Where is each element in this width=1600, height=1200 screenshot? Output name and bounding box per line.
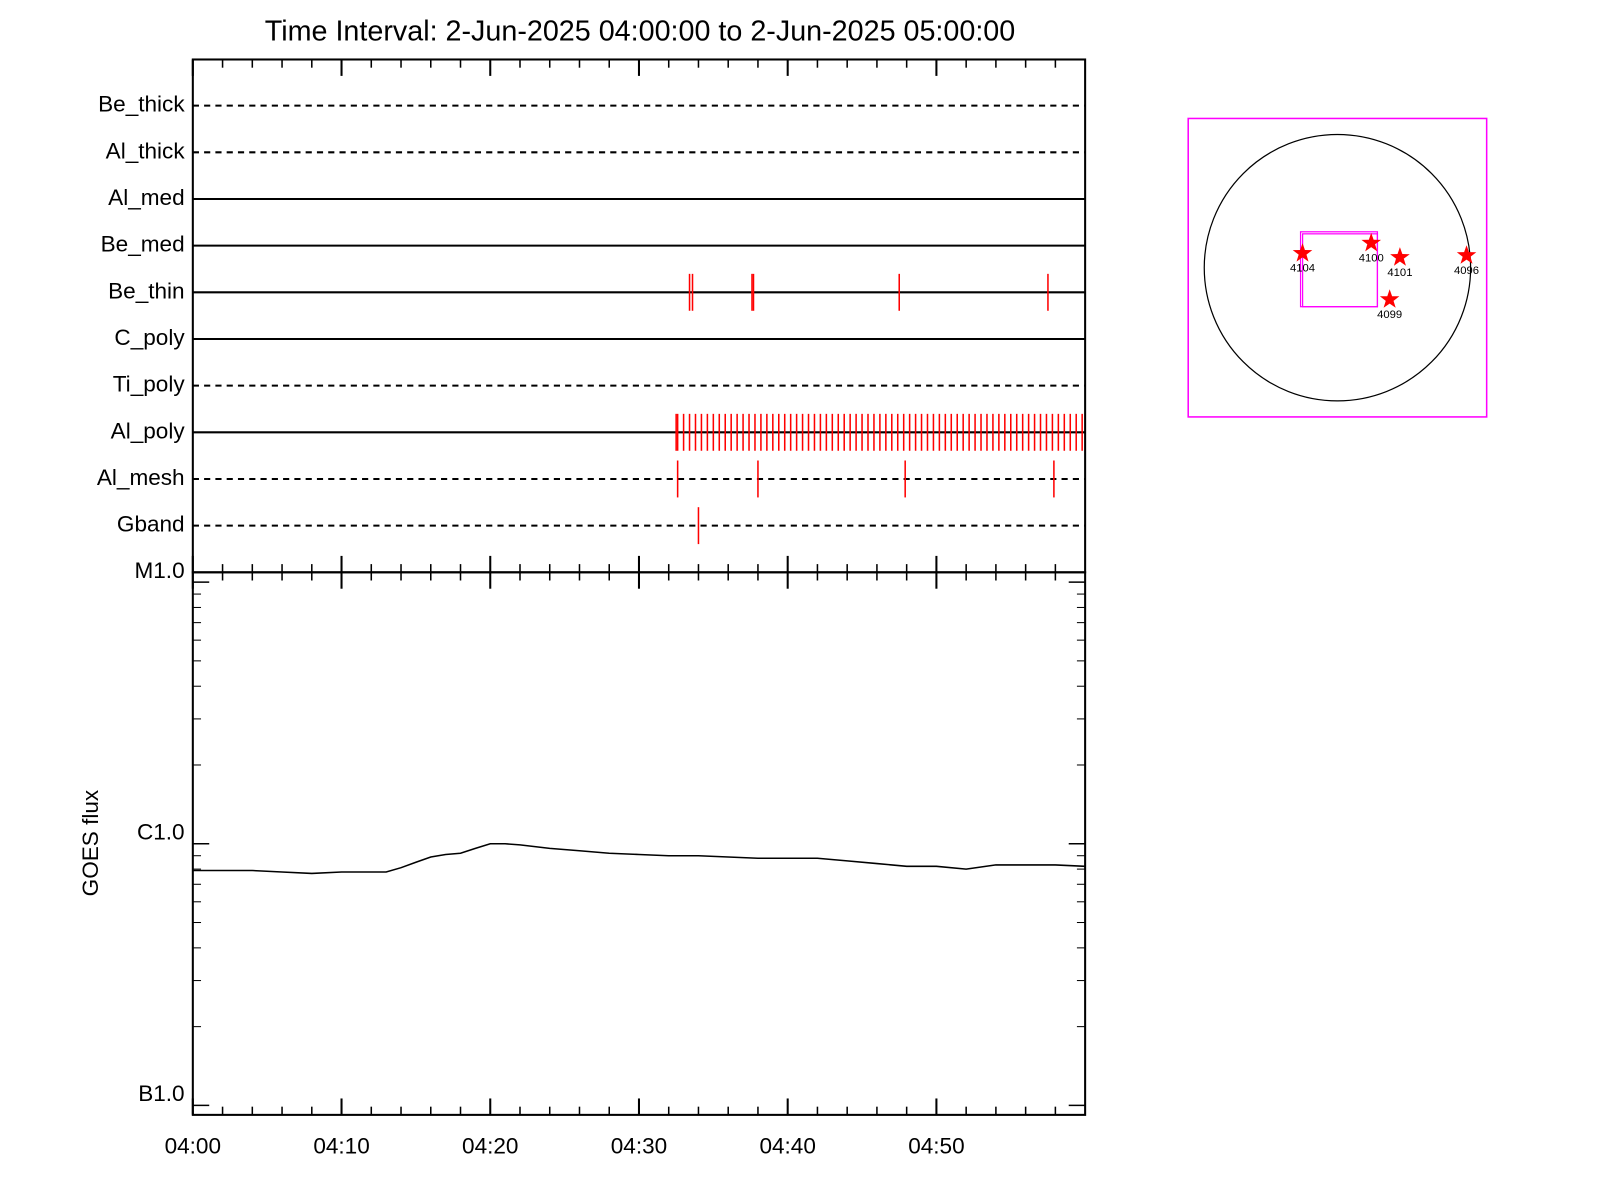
- region-star: [1379, 289, 1400, 308]
- row-label: Be_thin: [108, 278, 184, 303]
- region-label: 4100: [1359, 252, 1384, 264]
- x-tick-label: 04:00: [165, 1134, 221, 1159]
- row-label: Be_thick: [98, 92, 185, 117]
- solar-limb: [1203, 133, 1472, 402]
- region-star: [1390, 247, 1410, 266]
- chart-title: Time Interval: 2-Jun-2025 04:00:00 to 2-…: [265, 15, 1016, 47]
- row-label: Gband: [117, 512, 185, 537]
- row-label: Be_med: [101, 232, 185, 257]
- row-label: C_poly: [114, 325, 185, 350]
- region-star: [1292, 243, 1313, 262]
- region-label: 4096: [1454, 265, 1479, 277]
- x-tick-label: 04:50: [908, 1134, 964, 1159]
- region-label: 4104: [1290, 263, 1315, 275]
- row-label: Al_mesh: [97, 465, 185, 490]
- region-star: [1456, 245, 1477, 264]
- bottom-panel-frame: [191, 571, 1087, 1116]
- y-tick-label: C1.0: [137, 819, 185, 844]
- row-label: Al_poly: [111, 418, 186, 443]
- x-tick-label: 04:40: [759, 1134, 815, 1159]
- region-label: 4101: [1387, 267, 1412, 279]
- fov-box: [1301, 233, 1379, 308]
- row-label: Al_thick: [106, 138, 186, 163]
- y-tick-label: M1.0: [134, 558, 184, 583]
- row-label: Ti_poly: [113, 372, 186, 397]
- top-panel-frame: [191, 58, 1087, 574]
- x-tick-label: 04:20: [462, 1134, 518, 1159]
- region-label: 4099: [1377, 309, 1402, 321]
- x-tick-label: 04:30: [611, 1134, 667, 1159]
- map-frame: [1187, 117, 1488, 418]
- row-label: Al_med: [108, 185, 184, 210]
- y-tick-label: B1.0: [138, 1081, 184, 1106]
- region-star: [1361, 232, 1382, 252]
- y-axis-label: GOES flux: [78, 789, 103, 896]
- x-tick-label: 04:10: [313, 1134, 369, 1159]
- flux-line: [192, 842, 1086, 875]
